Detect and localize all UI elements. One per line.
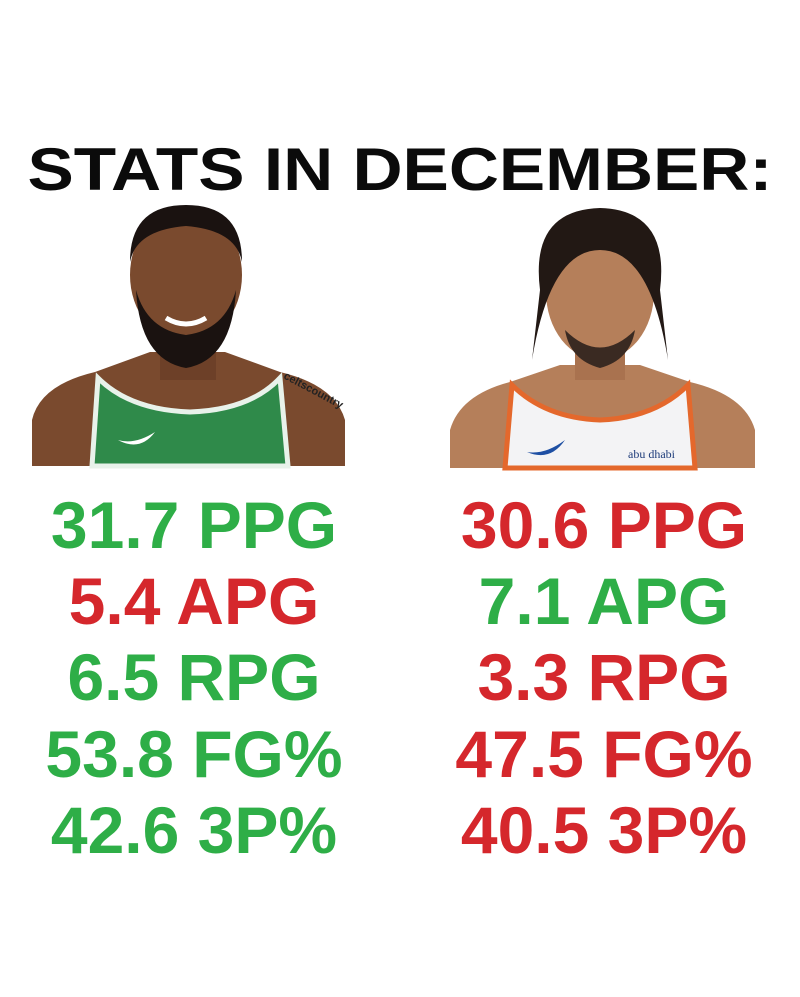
player-photo: abu dhabi bbox=[450, 208, 755, 471]
stat-line: 42.6 3P% bbox=[51, 793, 337, 867]
stat-line: 30.6 PPG bbox=[461, 488, 747, 562]
stat-line: 53.8 FG% bbox=[45, 717, 342, 791]
title: STATS IN DECEMBER: bbox=[28, 136, 773, 203]
stat-line: 6.5 RPG bbox=[67, 640, 320, 714]
player-photo: celtscountry bbox=[32, 205, 346, 469]
jersey-sponsor: abu dhabi bbox=[628, 447, 676, 461]
stat-line: 31.7 PPG bbox=[51, 488, 337, 562]
stat-line: 5.4 APG bbox=[69, 564, 320, 638]
stat-line: 3.3 RPG bbox=[477, 640, 730, 714]
stat-line: 40.5 3P% bbox=[461, 793, 747, 867]
stat-line: 7.1 APG bbox=[479, 564, 730, 638]
stat-line: 47.5 FG% bbox=[455, 717, 752, 791]
